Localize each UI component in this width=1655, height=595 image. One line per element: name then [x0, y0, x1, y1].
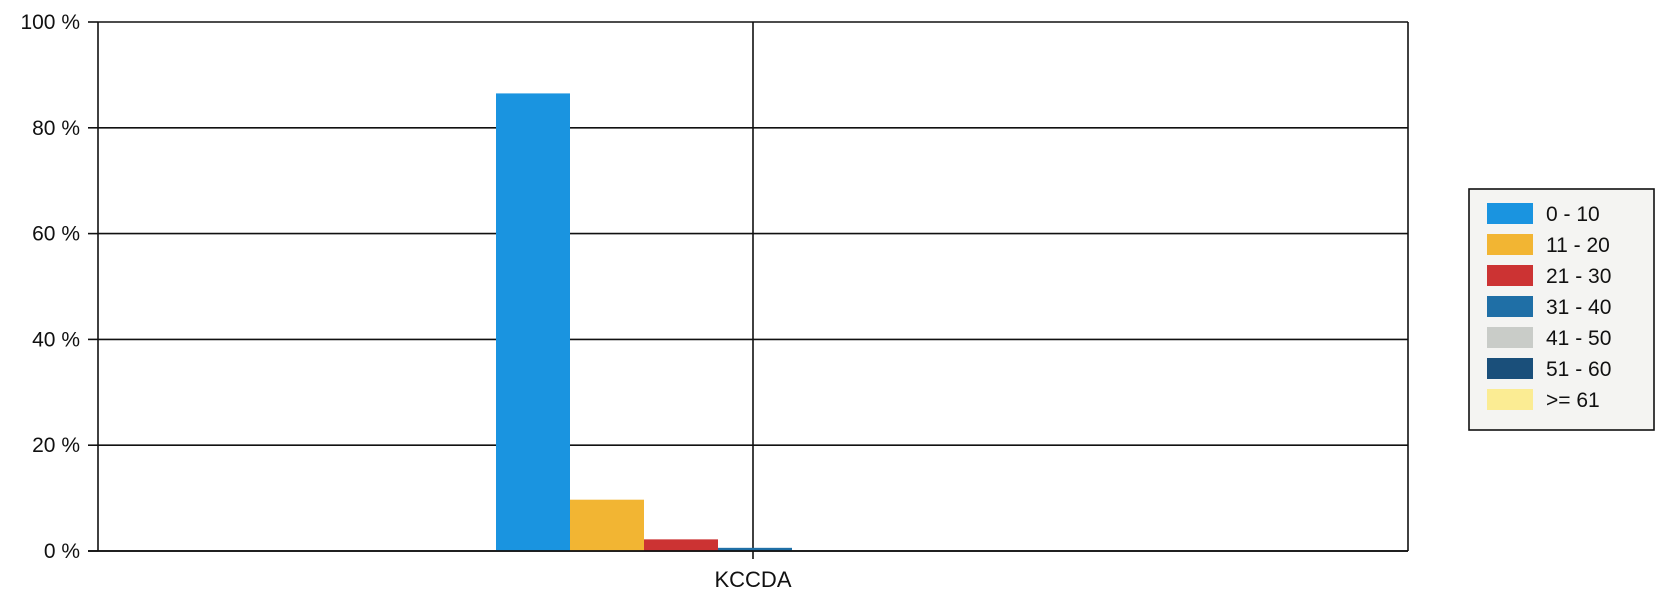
x-tick-label: KCCDA [714, 567, 791, 592]
legend-swatch [1487, 327, 1533, 348]
legend: 0 - 10 11 - 20 21 - 30 31 - 40 41 - 50 51 - 6… [1468, 188, 1655, 431]
legend-label: 0 - 10 [1546, 203, 1600, 226]
y-tick-label: 40 % [32, 328, 80, 351]
bar [496, 93, 570, 551]
legend-swatch [1487, 265, 1533, 286]
y-tick-label: 60 % [32, 223, 80, 246]
legend-swatch [1487, 296, 1533, 317]
legend-swatch [1487, 234, 1533, 255]
y-tick-label: 0 % [44, 540, 80, 563]
bar [718, 547, 792, 551]
bars [496, 93, 792, 551]
legend-label: 51 - 60 [1546, 358, 1611, 381]
legend-label: >= 61 [1546, 389, 1600, 412]
y-tick-label: 80 % [32, 117, 80, 140]
legend-swatch [1487, 203, 1533, 224]
legend-swatch [1487, 358, 1533, 379]
bar [570, 499, 644, 551]
axes [88, 21, 1409, 559]
y-axis-tick-labels: 0 % 20 % 40 % 60 % 80 % 100 % [20, 11, 80, 563]
y-tick-label: 20 % [32, 434, 80, 457]
legend-swatch [1487, 389, 1533, 410]
x-axis-tick-labels: KCCDA [714, 567, 791, 592]
bar [644, 539, 718, 551]
legend-label: 31 - 40 [1546, 296, 1611, 319]
y-tick-label: 100 % [20, 11, 80, 34]
legend-label: 21 - 30 [1546, 265, 1611, 288]
legend-label: 41 - 50 [1546, 327, 1611, 350]
legend-label: 11 - 20 [1546, 234, 1610, 257]
